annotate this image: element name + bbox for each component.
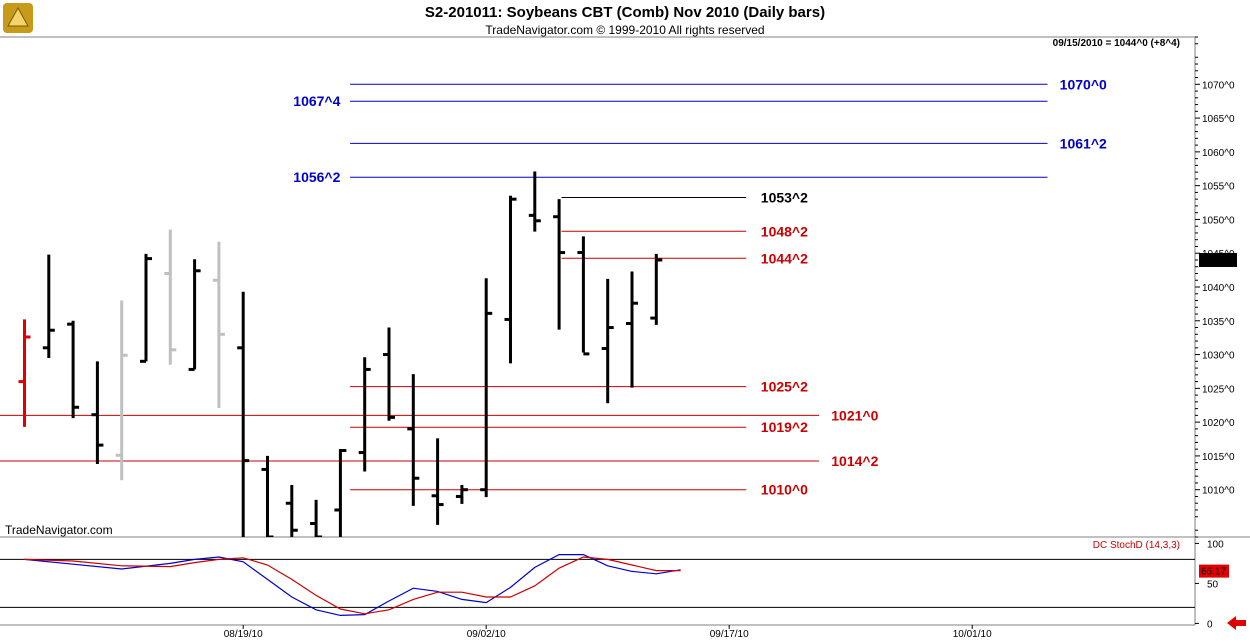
ohlc-bar	[67, 320, 80, 419]
stoch-line	[24, 554, 681, 617]
ohlc-bar	[455, 484, 468, 504]
price-bars	[18, 171, 663, 537]
ohlc-bar	[577, 236, 590, 356]
level-label: 1061^2	[1060, 135, 1107, 151]
ohlc-bar	[480, 278, 493, 498]
level-label: 1044^2	[761, 250, 808, 266]
level-lines: 1070^0 1067^4 1061^2 1056^2 1053^2 1048^2 1044…	[0, 76, 1107, 498]
y-tick-label: 1030^0	[1202, 351, 1235, 362]
logo	[3, 3, 33, 33]
y-tick-label: 1055^0	[1202, 182, 1235, 193]
stoch-title: DC StochD (14,3,3)	[1093, 540, 1180, 551]
stoch-value-badge	[1199, 564, 1229, 578]
x-tick-label: 09/17/10	[710, 629, 749, 640]
ohlc-bar	[310, 499, 323, 537]
ohlc-bar	[261, 455, 274, 537]
y-tick-label: 1010^0	[1202, 486, 1235, 497]
y-tick-label: 1025^0	[1202, 384, 1235, 395]
last-price-badge	[1199, 252, 1237, 267]
ohlc-bar	[650, 253, 663, 325]
ohlc-bar	[91, 361, 104, 465]
level-label: 1019^2	[761, 419, 808, 435]
ohlc-bar	[188, 259, 201, 371]
last-price-label: 1044^0	[1201, 256, 1234, 267]
scroll-right-button[interactable]	[1224, 616, 1248, 630]
ohlc-bar	[334, 449, 347, 537]
stochastic-panel: 100 50 0 DC StochD (14,3,3) 66.17	[0, 539, 1229, 630]
ohlc-bar	[285, 484, 298, 537]
level-label: 1056^2	[293, 169, 340, 185]
ohlc-bar	[504, 195, 517, 364]
ohlc-bar	[358, 357, 371, 472]
y-tick-label: 1015^0	[1202, 452, 1235, 463]
ohlc-bar	[18, 319, 31, 427]
x-tick-label: 08/19/10	[224, 629, 263, 640]
level-label: 1021^0	[831, 407, 878, 423]
level-label: 1025^2	[761, 379, 808, 395]
y-tick-label: 1040^0	[1202, 283, 1235, 294]
stoch-tick-label: 100	[1207, 539, 1224, 550]
level-label: 1067^4	[293, 93, 340, 109]
price-axis: 1010^0 1015^0 1020^0 1025^0 1030^0 1035^0 1040…	[1195, 36, 1237, 538]
ohlc-bar	[212, 241, 225, 408]
ohlc-bar	[553, 199, 566, 330]
ohlc-bar	[115, 300, 128, 481]
logo-mark	[7, 6, 29, 27]
ohlc-bar	[42, 254, 55, 358]
ohlc-bar	[237, 291, 250, 537]
ohlc-bar	[431, 438, 444, 525]
y-tick-label: 1060^0	[1202, 148, 1235, 159]
level-label: 1048^2	[761, 223, 808, 239]
level-label: 1070^0	[1060, 76, 1107, 92]
ohlc-bar	[407, 374, 420, 506]
level-label: 1010^0	[761, 482, 808, 498]
y-tick-label: 1020^0	[1202, 418, 1235, 429]
ohlc-bar	[164, 229, 177, 365]
chart-title: S2-201011: Soybeans CBT (Comb) Nov 2010 …	[425, 4, 825, 21]
level-label: 1053^2	[761, 189, 808, 205]
stoch-tick-label: 50	[1207, 579, 1219, 590]
watermark-text: TradeNavigator.com	[5, 523, 113, 537]
y-tick-label: 1070^0	[1202, 80, 1235, 91]
date-axis: 08/19/10 09/02/10 09/17/10 10/01/10	[224, 625, 992, 640]
x-tick-label: 10/01/10	[953, 629, 992, 640]
stoch-value-label: 66.17	[1201, 567, 1226, 578]
ohlc-bar	[140, 253, 152, 363]
level-label: 1014^2	[831, 453, 878, 469]
last-quote: 09/15/2010 = 1044^0 (+8^4)	[1053, 38, 1180, 49]
x-tick-label: 09/02/10	[467, 629, 506, 640]
ohlc-bar	[383, 327, 395, 421]
ohlc-bar	[528, 171, 541, 232]
ohlc-bar	[601, 278, 614, 404]
copyright-text: TradeNavigator.com © 1999-2010 All right…	[485, 23, 764, 37]
y-tick-label: 1050^0	[1202, 215, 1235, 226]
stoch-tick-label: 0	[1207, 619, 1213, 630]
stoch-line	[24, 556, 681, 615]
left-arrow-icon[interactable]	[1227, 616, 1246, 630]
y-tick-label: 1065^0	[1202, 114, 1235, 125]
ohlc-bar	[626, 271, 638, 388]
y-tick-label: 1035^0	[1202, 317, 1235, 328]
